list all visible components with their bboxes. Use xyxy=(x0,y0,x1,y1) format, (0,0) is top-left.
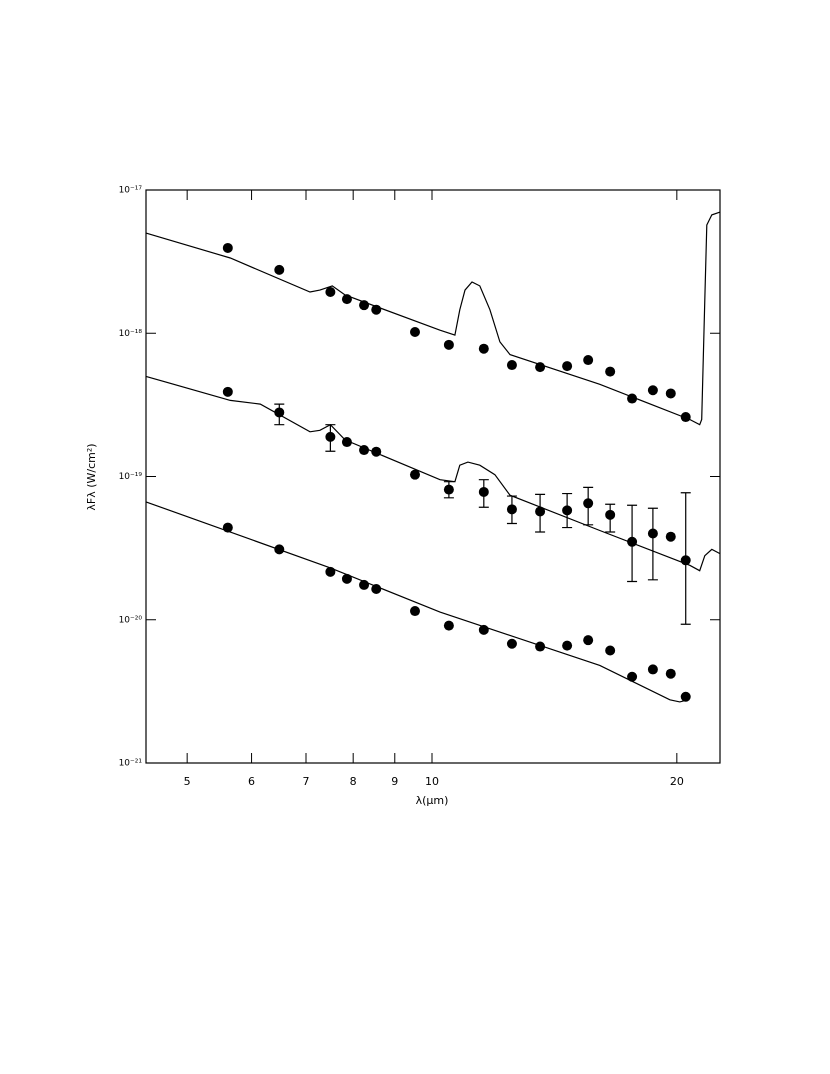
model-line xyxy=(145,375,720,572)
data-point xyxy=(647,385,658,396)
data-point xyxy=(222,522,233,533)
data-point xyxy=(535,506,546,517)
data-point xyxy=(583,635,594,646)
x-tick-label: 6 xyxy=(248,775,255,788)
data-point xyxy=(274,407,285,418)
data-point xyxy=(359,300,370,311)
data-point xyxy=(478,624,489,635)
data-point xyxy=(409,606,420,617)
x-tick-label: 8 xyxy=(350,775,357,788)
data-point xyxy=(506,504,517,515)
data-point xyxy=(359,579,370,590)
data-point xyxy=(325,431,336,442)
data-point xyxy=(409,327,420,338)
x-tick-label: 7 xyxy=(303,775,310,788)
model-line xyxy=(145,211,720,426)
data-point xyxy=(605,366,616,377)
data-point xyxy=(443,620,454,631)
data-point xyxy=(627,671,638,682)
data-point xyxy=(506,638,517,649)
data-point xyxy=(562,505,573,516)
y-tick-label: 10⁻¹⁷ xyxy=(119,186,143,196)
data-point xyxy=(680,412,691,423)
data-point xyxy=(647,528,658,539)
x-axis-label: λ(μm) xyxy=(416,794,449,807)
data-point xyxy=(341,294,352,305)
data-point xyxy=(506,360,517,371)
data-point xyxy=(627,393,638,404)
data-point xyxy=(371,583,382,594)
y-axis-label: λFλ (W/cm²) xyxy=(85,443,98,510)
y-tick-label: 10⁻¹⁹ xyxy=(119,472,143,482)
x-tick-label: 9 xyxy=(391,775,398,788)
data-point xyxy=(478,343,489,354)
error-bar xyxy=(647,507,658,581)
x-tick-label: 10 xyxy=(425,775,439,788)
x-tick-label: 5 xyxy=(184,775,191,788)
data-point xyxy=(478,486,489,497)
y-tick-label: 10⁻¹⁸ xyxy=(119,329,143,339)
y-tick-label: 10⁻²⁰ xyxy=(119,615,143,625)
y-tick-label: 10⁻²¹ xyxy=(119,759,143,769)
data-point xyxy=(583,498,594,509)
data-point xyxy=(535,641,546,652)
data-point xyxy=(222,242,233,253)
data-point xyxy=(443,339,454,350)
data-point xyxy=(562,361,573,372)
data-point xyxy=(665,388,676,399)
data-point xyxy=(583,355,594,366)
data-point xyxy=(274,264,285,275)
data-point xyxy=(222,386,233,397)
data-point xyxy=(341,573,352,584)
data-point xyxy=(325,566,336,577)
data-point xyxy=(371,304,382,315)
data-point xyxy=(443,484,454,495)
data-point xyxy=(605,645,616,656)
data-point xyxy=(325,287,336,298)
data-point xyxy=(647,664,658,675)
data-point xyxy=(535,362,546,373)
x-tick-label: 20 xyxy=(670,775,684,788)
data-point xyxy=(409,469,420,480)
data-point xyxy=(680,555,691,566)
data-point xyxy=(359,445,370,456)
data-point xyxy=(605,509,616,520)
data-point xyxy=(665,668,676,679)
data-point xyxy=(274,544,285,555)
data-point xyxy=(341,437,352,448)
data-point xyxy=(562,640,573,651)
data-point xyxy=(627,536,638,547)
data-point xyxy=(371,446,382,457)
data-point xyxy=(665,531,676,542)
data-point xyxy=(680,691,691,702)
